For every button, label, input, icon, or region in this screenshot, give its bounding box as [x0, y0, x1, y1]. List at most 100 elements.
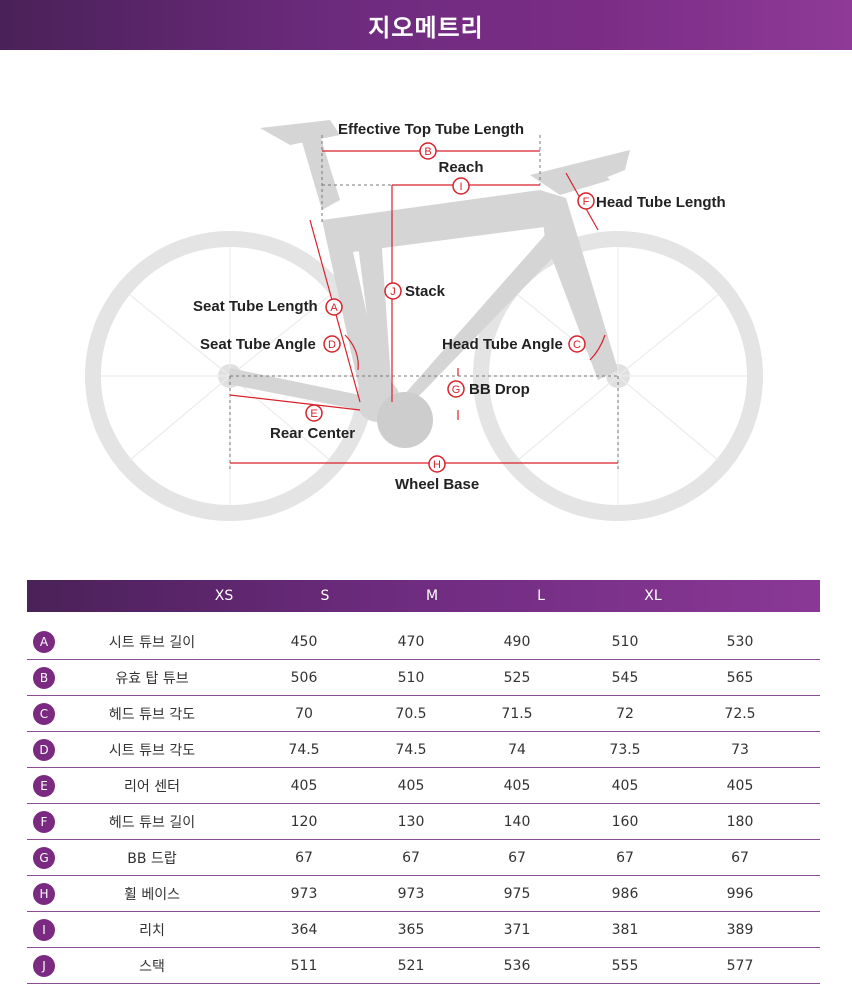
- row-letter-badge: B: [33, 666, 55, 689]
- row-letter-badge: C: [33, 702, 55, 725]
- table-cell: 577: [726, 957, 754, 974]
- table-cell: 67: [508, 849, 526, 866]
- row-letter-badge: I: [33, 918, 55, 941]
- table-header: XS S M L XL: [27, 580, 820, 612]
- geometry-diagram: Effective Top Tube Length Reach Head Tub…: [0, 50, 852, 580]
- label-head-tube-angle: Head Tube Angle: [442, 336, 563, 353]
- table-row: C 헤드 튜브 각도 70 70.5 71.5 72 72.5: [27, 696, 820, 732]
- table-cell: 470: [397, 633, 425, 650]
- row-label: BB 드랍: [127, 850, 177, 867]
- table-cell: 74: [508, 741, 526, 758]
- table-row: G BB 드랍 67 67 67 67 67: [27, 840, 820, 876]
- table-cell: 67: [295, 849, 313, 866]
- row-label: 휠 베이스: [124, 886, 180, 903]
- table-cell: 510: [611, 633, 639, 650]
- table-cell: 545: [611, 669, 639, 686]
- table-row: A 시트 튜브 길이 450 470 490 510 530: [27, 624, 820, 660]
- table-cell: 72: [616, 705, 634, 722]
- row-label: 리어 센터: [124, 778, 180, 795]
- svg-text:A: A: [330, 302, 338, 314]
- row-letter-badge: J: [33, 954, 55, 977]
- geometry-table: XS S M L XL A 시트 튜브 길이 450 470 490 510 530 B 유효 …: [27, 580, 820, 984]
- table-cell: 160: [611, 813, 639, 830]
- svg-text:B: B: [424, 146, 431, 158]
- row-label: 유효 탑 튜브: [115, 670, 189, 687]
- row-letter-badge: D: [33, 738, 55, 761]
- table-cell: 67: [731, 849, 749, 866]
- table-cell: 371: [503, 921, 531, 938]
- label-seat-tube-length: Seat Tube Length: [193, 298, 318, 315]
- table-cell: 405: [503, 777, 531, 794]
- bike-frame: [228, 120, 630, 448]
- table-cell: 405: [726, 777, 754, 794]
- row-letter-badge: G: [33, 846, 55, 869]
- row-label: 헤드 튜브 각도: [108, 706, 196, 723]
- diagram-labels: Effective Top Tube Length Reach Head Tub…: [193, 121, 726, 493]
- table-cell: 140: [503, 813, 531, 830]
- table-cell: 70.5: [395, 705, 427, 722]
- svg-text:E: E: [310, 408, 317, 420]
- table-row: H 휠 베이스 973 973 975 986 996: [27, 876, 820, 912]
- table-cell: 555: [611, 957, 639, 974]
- table-cell: 530: [726, 633, 754, 650]
- table-cell: 405: [290, 777, 318, 794]
- table-cell: 180: [726, 813, 754, 830]
- svg-text:J: J: [390, 286, 396, 298]
- table-cell: 521: [397, 957, 425, 974]
- table-cell: 71.5: [501, 705, 533, 722]
- table-cell: 67: [616, 849, 634, 866]
- table-cell: 565: [726, 669, 754, 686]
- svg-text:F: F: [583, 196, 590, 208]
- table-cell: 389: [726, 921, 754, 938]
- table-cell: 73: [731, 741, 749, 758]
- table-cell: 74.5: [395, 741, 427, 758]
- svg-text:G: G: [452, 384, 461, 396]
- label-bb-drop: BB Drop: [469, 381, 530, 398]
- table-cell: 450: [290, 633, 318, 650]
- letter-marker-text: B I F J A D C G E H: [310, 146, 589, 471]
- table-cell: 74.5: [288, 741, 320, 758]
- label-head-tube-length: Head Tube Length: [596, 194, 726, 211]
- table-row: E 리어 센터 405 405 405 405 405: [27, 768, 820, 804]
- table-cell: 67: [402, 849, 420, 866]
- table-cell: 973: [397, 885, 425, 902]
- table-cell: 986: [611, 885, 639, 902]
- table-cell: 70: [295, 705, 313, 722]
- col-xs: XS: [214, 588, 234, 604]
- col-xl: XL: [644, 588, 662, 604]
- table-cell: 365: [397, 921, 425, 938]
- row-label: 헤드 튜브 길이: [108, 814, 196, 831]
- svg-text:C: C: [573, 339, 581, 351]
- row-label: 시트 튜브 길이: [108, 634, 196, 651]
- table-cell: 490: [503, 633, 531, 650]
- table-cell: 996: [726, 885, 754, 902]
- table-cell: 510: [397, 669, 425, 686]
- svg-text:H: H: [433, 459, 441, 471]
- table-cell: 511: [290, 957, 318, 974]
- table-cell: 975: [503, 885, 531, 902]
- label-effective-top-tube: Effective Top Tube Length: [338, 121, 524, 138]
- label-rear-center: Rear Center: [270, 425, 355, 442]
- bike-illustration: Effective Top Tube Length Reach Head Tub…: [85, 120, 763, 521]
- table-cell: 536: [503, 957, 531, 974]
- table-row: I 리치 364 365 371 381 389: [27, 912, 820, 948]
- table-cell: 73.5: [609, 741, 641, 758]
- table-cell: 405: [397, 777, 425, 794]
- svg-text:D: D: [328, 339, 336, 351]
- row-letter-badge: F: [33, 810, 55, 833]
- label-wheel-base: Wheel Base: [395, 476, 479, 493]
- table-row: J 스택 511 521 536 555 577: [27, 948, 820, 984]
- table-cell: 72.5: [724, 705, 756, 722]
- table-row: B 유효 탑 튜브 506 510 525 545 565: [27, 660, 820, 696]
- row-letter-badge: E: [33, 774, 55, 797]
- table-cell: 973: [290, 885, 318, 902]
- table-row: D 시트 튜브 각도 74.5 74.5 74 73.5 73: [27, 732, 820, 768]
- col-l: L: [537, 588, 545, 604]
- row-label: 스택: [139, 958, 165, 975]
- table-cell: 130: [397, 813, 425, 830]
- table-cell: 525: [503, 669, 531, 686]
- row-label: 시트 튜브 각도: [108, 742, 196, 759]
- label-seat-tube-angle: Seat Tube Angle: [200, 336, 316, 353]
- table-cell: 405: [611, 777, 639, 794]
- table-cell: 506: [290, 669, 318, 686]
